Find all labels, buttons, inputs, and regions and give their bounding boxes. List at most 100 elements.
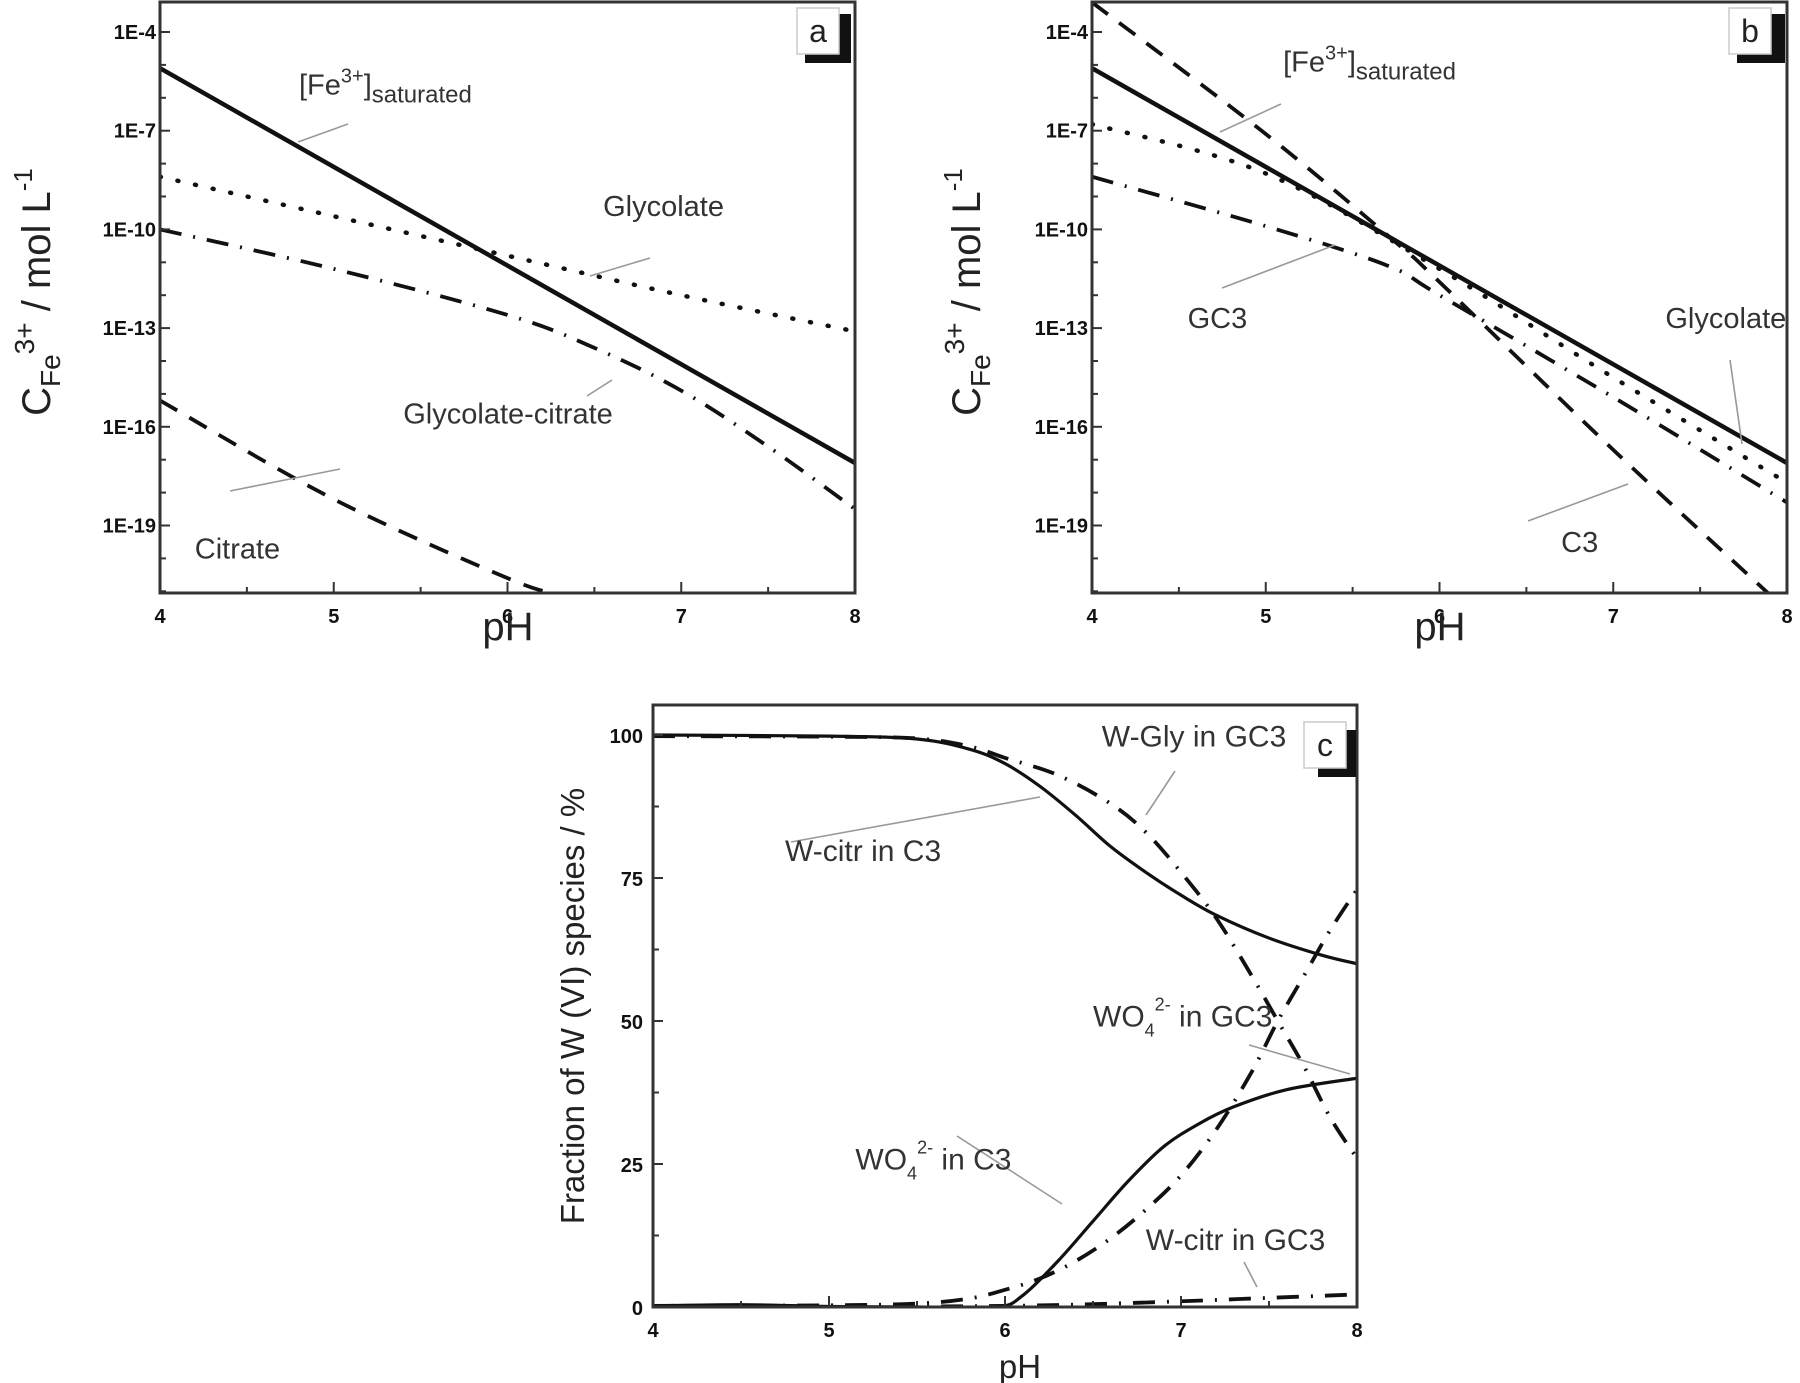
- y-tick-label: 1E-4: [114, 22, 157, 44]
- series-wo4-2-in-gc3-line: [653, 888, 1357, 1307]
- panel-b-annotations: [Fe3+]saturated GC3 Glycolate C3: [1188, 42, 1787, 558]
- annotation-c3: C3: [1561, 527, 1598, 559]
- x-tick-label: 4: [154, 606, 166, 628]
- annotation-gc3: GC3: [1188, 303, 1248, 335]
- y-tick-label: 75: [621, 869, 643, 891]
- y-tick-label: 1E-10: [1035, 219, 1088, 241]
- panel-a-leader-lines: [229, 123, 651, 492]
- panel-a-x-ticks: 4 5 6 7 8: [154, 582, 861, 628]
- x-tick-label: 8: [1781, 606, 1792, 628]
- y-tick-label: 1E-13: [103, 318, 156, 340]
- annotation-glycolate: Glycolate: [1665, 303, 1786, 335]
- annotation-leader-line: [589, 257, 651, 277]
- x-tick-label: 6: [999, 1320, 1010, 1342]
- annotation-fe3-saturated: [Fe3+]saturated: [299, 66, 472, 109]
- y-tick-label: 1E-19: [1035, 516, 1088, 538]
- series-w-gly-in-gc3-line: [653, 734, 1357, 1160]
- panel-b-letter-box: b: [1728, 7, 1785, 63]
- y-tick-label: 1E-7: [114, 121, 156, 143]
- series-wo4-2-in-c3-line: [653, 1076, 1357, 1307]
- series-fe3-saturated-line: [1092, 66, 1787, 465]
- x-tick-label: 5: [328, 606, 339, 628]
- panel-c-y-label: Fraction of W (VI) species / %: [554, 788, 591, 1224]
- series-w-citr-in-c3-line: [653, 733, 1357, 966]
- x-tick-label: 8: [849, 606, 860, 628]
- x-tick-label: 4: [647, 1320, 659, 1342]
- x-tick-label: 6: [1434, 606, 1445, 628]
- x-tick-label: 6: [502, 606, 513, 628]
- panel-b-x-ticks: 4 5 6 7 8: [1086, 582, 1793, 628]
- y-tick-label: 1E-19: [103, 516, 156, 538]
- panel-b: 1E-4 1E-7 1E-10 1E-13 1E-16 1E-19 4 5 6 7 8 [Fe3+…: [938, 0, 1793, 649]
- panel-a-y-ticks: 1E-4 1E-7 1E-10 1E-13 1E-16 1E-19: [103, 22, 170, 593]
- y-tick-label: 1E-16: [1035, 417, 1088, 439]
- y-tick-label: 1E-10: [103, 219, 156, 241]
- annotation-leader-line: [1145, 770, 1176, 816]
- series-glycolate-line: [160, 174, 855, 334]
- series-citrate-line: [160, 398, 561, 593]
- annotation-wo4-2-in-gc3: WO42- in GC3: [1093, 995, 1272, 1041]
- x-tick-label: 7: [676, 606, 687, 628]
- panel-c-annotations: W-Gly in GC3 W-citr in C3 WO42- in GC3 WO42…: [785, 720, 1325, 1256]
- y-tick-label: 0: [632, 1298, 643, 1320]
- panel-b-y-ticks: 1E-4 1E-7 1E-10 1E-13 1E-16 1E-19: [1035, 22, 1102, 593]
- panel-b-series: [1092, 2, 1787, 593]
- y-tick-label: 25: [621, 1155, 643, 1177]
- panel-a-y-label: CFe3+ / mol L-1: [8, 168, 66, 416]
- annotation-fe3-saturated: [Fe3+]saturated: [1283, 42, 1456, 85]
- x-tick-label: 4: [1086, 606, 1098, 628]
- x-tick-label: 5: [1260, 606, 1271, 628]
- annotation-leader-line: [1729, 359, 1743, 445]
- series-fe3-saturated-line: [160, 66, 855, 465]
- annotation-w-citr-in-c3: W-citr in C3: [785, 835, 941, 868]
- x-tick-label: 8: [1351, 1320, 1362, 1342]
- series-glycolate-line: [1092, 121, 1787, 485]
- annotation-glycolate: Glycolate: [603, 191, 724, 223]
- y-tick-label: 1E-7: [1046, 121, 1088, 143]
- annotation-leader-line: [956, 1135, 1063, 1205]
- annotation-leader-line: [1221, 244, 1336, 289]
- panel-a-letter: a: [809, 13, 827, 49]
- annotation-w-citr-in-gc3: W-citr in GC3: [1146, 1224, 1325, 1257]
- panel-a-annotations: [Fe3+]saturated Glycolate Glycolate-citrat…: [195, 66, 724, 566]
- y-tick-label: 1E-16: [103, 417, 156, 439]
- annotation-leader-line: [1527, 483, 1629, 522]
- panel-c-leader-lines: [790, 770, 1351, 1288]
- series-c3-line: [1092, 2, 1771, 593]
- panel-c-x-ticks: 4 5 6 7 8: [647, 1296, 1363, 1342]
- annotation-w-gly-in-gc3: W-Gly in GC3: [1102, 720, 1286, 753]
- panel-c: 0 25 50 75 100 4 5 6 7 8 W-Gly in GC3 W-citr in C…: [554, 703, 1363, 1383]
- panel-b-letter: b: [1741, 13, 1759, 49]
- panel-c-letter: c: [1317, 727, 1333, 763]
- panel-a-frame: [158, 0, 857, 595]
- x-tick-label: 5: [823, 1320, 834, 1342]
- panel-c-y-ticks: 0 25 50 75 100: [610, 726, 663, 1320]
- panel-c-x-label: pH: [999, 1348, 1041, 1383]
- annotation-leader-line: [1248, 1044, 1351, 1075]
- panel-a-letter-box: a: [796, 7, 851, 63]
- y-tick-label: 1E-4: [1046, 22, 1089, 44]
- y-tick-label: 100: [610, 726, 643, 748]
- annotation-glycolate-citrate: Glycolate-citrate: [403, 399, 613, 431]
- series-glycolate-citrate-line: [160, 227, 855, 511]
- panel-b-x-label: pH: [1414, 605, 1465, 649]
- annotation-leader-line: [586, 379, 613, 397]
- y-tick-label: 50: [621, 1012, 643, 1034]
- panel-a: 1E-4 1E-7 1E-10 1E-13 1E-16 1E-19 4 5 6 7 8 [Fe3+…: [8, 0, 861, 649]
- annotation-citrate: Citrate: [195, 533, 280, 565]
- annotation-leader-line: [790, 796, 1041, 843]
- y-tick-label: 1E-13: [1035, 318, 1088, 340]
- panel-c-letter-box: c: [1303, 721, 1356, 777]
- panel-b-y-label: CFe3+ / mol L-1: [938, 168, 996, 416]
- panel-a-x-label: pH: [482, 605, 533, 649]
- series-gc3-line: [1092, 174, 1787, 505]
- panel-b-frame: [1090, 0, 1789, 595]
- annotation-leader-line: [1219, 103, 1282, 133]
- panel-a-series: [160, 66, 855, 593]
- annotation-leader-line: [229, 468, 341, 492]
- x-tick-label: 7: [1608, 606, 1619, 628]
- annotation-leader-line: [297, 123, 349, 143]
- annotation-leader-line: [1243, 1261, 1258, 1288]
- x-tick-label: 7: [1175, 1320, 1186, 1342]
